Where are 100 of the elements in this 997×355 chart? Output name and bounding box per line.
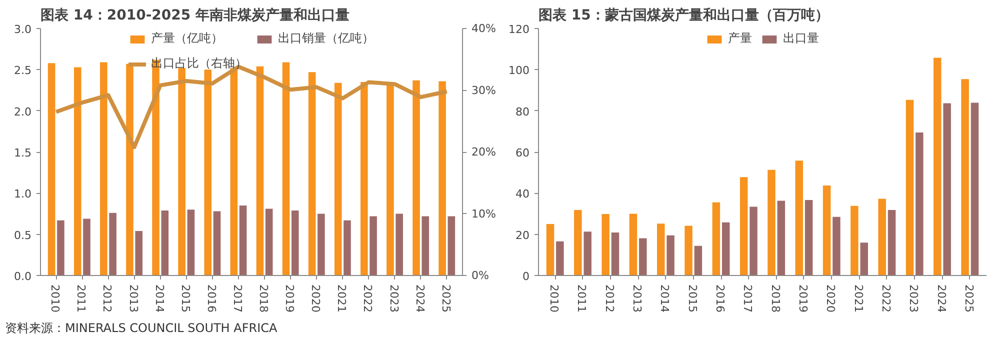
bar <box>795 160 804 276</box>
chart-title: 图表 15：蒙古国煤炭产量和出口量（百万吨） <box>538 6 829 24</box>
x-tick-label: 2016 <box>714 284 727 312</box>
x-tick-label: 2022 <box>879 284 892 312</box>
x-tick-label: 2014 <box>658 284 672 312</box>
text: 资料来源：MINERALS COUNCIL SOUTH AFRICA <box>5 320 278 337</box>
y2-tick-label: 30% <box>472 84 496 97</box>
x-tick-label: 2024 <box>413 284 426 312</box>
bar <box>57 220 64 276</box>
x-tick-label: 2011 <box>575 284 588 312</box>
x-tick-label: 2019 <box>283 284 296 312</box>
bar <box>712 202 720 276</box>
y2-tick-label: 20% <box>472 146 496 158</box>
x-tick-label: 2020 <box>824 284 838 312</box>
y-tick-label: 120 <box>508 23 530 36</box>
x-tick-label: 2020 <box>309 284 322 312</box>
bar <box>584 232 592 276</box>
bar <box>906 100 914 276</box>
bar <box>178 68 186 276</box>
y-tick-label: 0 <box>522 270 530 283</box>
x-tick-label: 2025 <box>962 284 976 312</box>
y-tick-label: 3.0 <box>14 23 32 36</box>
bar <box>318 214 325 276</box>
bar <box>574 210 582 276</box>
bar <box>448 216 456 276</box>
bar <box>657 224 665 276</box>
y-tick-label: 2.0 <box>14 105 32 118</box>
y-tick-label: 20 <box>516 228 530 242</box>
bar <box>48 63 56 276</box>
bar <box>832 216 840 276</box>
bar <box>308 72 316 276</box>
x-tick-label: 2018 <box>768 284 782 312</box>
bar <box>412 80 420 276</box>
x-tick-label: 2025 <box>439 284 452 312</box>
bar <box>639 238 647 276</box>
bar <box>916 132 924 276</box>
bar <box>602 214 610 276</box>
bar <box>943 103 951 276</box>
y-tick-label: 100 <box>508 64 530 78</box>
bar <box>556 241 564 276</box>
x-tick-label: 2011 <box>74 284 88 312</box>
bar <box>777 200 786 276</box>
bar <box>694 246 702 276</box>
x-tick-label: 2017 <box>741 284 754 312</box>
y-tick-label: 0.0 <box>14 270 32 283</box>
x-tick-label: 2012 <box>100 284 114 312</box>
bar <box>422 216 430 276</box>
bar <box>768 170 776 276</box>
bar <box>256 66 264 276</box>
bar <box>344 220 351 276</box>
bar <box>611 232 620 276</box>
legend-label: 产量（亿吨） <box>151 30 223 47</box>
x-tick-label: 2023 <box>387 284 400 312</box>
y-tick-label: 1.5 <box>14 146 32 160</box>
y-tick-label: 80 <box>516 105 530 118</box>
legend-label: 出口销量（亿吨） <box>278 30 374 47</box>
bar <box>265 208 273 276</box>
y-tick-label: 1.0 <box>14 188 32 201</box>
x-tick-label: 2017 <box>230 284 244 312</box>
chart-title: 图表 14：2010-2025 年南非煤炭产量和出口量 <box>40 6 350 24</box>
bar <box>822 186 831 276</box>
bar <box>438 81 446 276</box>
bar <box>126 64 134 276</box>
x-tick-label: 2015 <box>686 284 699 312</box>
x-tick-label: 2013 <box>630 284 644 312</box>
x-tick-label: 2014 <box>152 284 166 312</box>
bar <box>360 82 368 276</box>
x-tick-label: 2019 <box>796 284 810 312</box>
bar <box>850 206 858 276</box>
bar <box>135 231 142 276</box>
bar <box>334 82 342 276</box>
x-tick-label: 2022 <box>361 284 374 312</box>
y2-tick-label: 0% <box>472 269 489 282</box>
bar <box>109 212 116 276</box>
bar <box>878 198 886 276</box>
bar <box>396 214 403 276</box>
y-tick-label: 40 <box>516 188 530 201</box>
bar <box>722 222 730 276</box>
bar <box>970 102 979 276</box>
x-tick-label: 2021 <box>335 284 348 312</box>
bar <box>370 216 377 276</box>
x-tick-label: 2021 <box>852 284 865 312</box>
bar <box>230 68 238 276</box>
bar <box>187 210 195 276</box>
x-tick-label: 2016 <box>204 284 218 312</box>
y2-tick-label: 40% <box>472 22 496 35</box>
legend-label: 出口量 <box>783 30 819 47</box>
bar <box>804 200 813 276</box>
bar <box>74 67 82 276</box>
x-tick-label: 2023 <box>907 284 920 312</box>
bar <box>546 224 554 276</box>
y-tick-label: 0.5 <box>14 228 32 242</box>
bar <box>291 210 299 276</box>
x-tick-label: 2010 <box>548 284 561 312</box>
bar <box>629 214 638 276</box>
bar <box>860 242 868 276</box>
y2-tick-label: 10% <box>472 207 496 220</box>
bar <box>666 235 674 276</box>
bar <box>100 62 108 276</box>
y-tick-label: 60 <box>516 146 530 160</box>
